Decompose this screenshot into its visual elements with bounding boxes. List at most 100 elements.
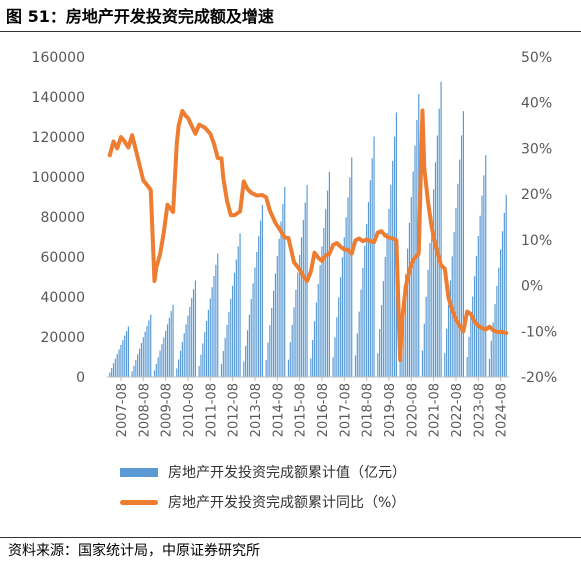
legend-line-label: 房地产开发投资完成额累计同比（%） [168, 495, 406, 511]
bar [265, 359, 267, 377]
bar [191, 298, 193, 377]
bar [356, 333, 358, 377]
bar [343, 237, 345, 377]
bar [338, 297, 340, 377]
right-tick-label: 0% [521, 279, 543, 295]
bar [317, 283, 319, 377]
bar [336, 317, 338, 377]
bar [304, 202, 306, 377]
bar [483, 175, 485, 377]
bar [408, 222, 411, 377]
bar [297, 272, 299, 377]
bar [176, 368, 178, 377]
bar [291, 324, 293, 377]
bar [360, 289, 362, 377]
bar [393, 136, 396, 377]
left-tick-label: 60000 [40, 250, 85, 266]
bar [163, 337, 165, 377]
bar [250, 298, 252, 377]
legend-item-line: 房地产开发投资完成额累计同比（%） [120, 492, 405, 512]
bar [243, 361, 245, 377]
bar [328, 171, 330, 377]
bar [302, 219, 304, 377]
bar [345, 217, 347, 377]
bar [217, 253, 219, 377]
bar [358, 311, 360, 377]
bar [233, 272, 236, 377]
bar [209, 298, 211, 377]
bar [405, 274, 407, 377]
bar [246, 330, 249, 377]
bar [380, 305, 383, 377]
x-tick-label: 2024-08 [495, 383, 510, 437]
bar [503, 212, 505, 377]
bar [434, 162, 437, 377]
bar [200, 354, 202, 377]
bar [347, 197, 349, 377]
bar [267, 342, 269, 377]
bar [351, 157, 353, 377]
bar [159, 350, 161, 377]
bar [211, 287, 213, 377]
bar [278, 238, 280, 377]
right-tick-label: 20% [521, 187, 552, 203]
bar [230, 298, 232, 377]
bar [379, 329, 381, 377]
bar [271, 308, 273, 377]
bar [447, 304, 450, 377]
bar [449, 280, 451, 377]
bar [462, 111, 464, 378]
bar [293, 307, 295, 377]
bar [354, 355, 357, 377]
bar [429, 242, 431, 377]
bar [133, 365, 135, 377]
x-tick-label: 2012-08 [227, 383, 242, 437]
bar [505, 194, 507, 377]
bar [187, 315, 189, 377]
bar [127, 326, 129, 377]
bar [373, 136, 375, 377]
source-note: 资料来源：国家统计局，中原证券研究所 [8, 543, 260, 559]
x-tick-label: 2016-08 [316, 383, 331, 437]
bar [446, 328, 448, 377]
bar [310, 358, 312, 377]
bar [421, 350, 424, 377]
bar [183, 333, 185, 377]
left-tick-label: 160000 [32, 50, 85, 66]
bar [388, 208, 390, 377]
bar [440, 81, 442, 378]
bar [326, 190, 329, 377]
bar [259, 220, 262, 377]
bar [282, 204, 284, 377]
bar [457, 183, 459, 377]
bar [349, 177, 351, 377]
bar [315, 302, 317, 377]
bar [500, 249, 502, 377]
bar [473, 276, 476, 377]
bar [371, 158, 373, 377]
bar [114, 358, 116, 377]
bar [170, 311, 172, 377]
bar [332, 357, 334, 377]
bar [460, 135, 463, 377]
bar [488, 358, 491, 377]
bar [116, 354, 118, 377]
bar [494, 304, 496, 377]
right-tick-label: 50% [521, 50, 552, 66]
x-tick-label: 2009-08 [160, 383, 175, 437]
bar [153, 370, 156, 377]
bar [124, 335, 126, 377]
left-tick-label: 0 [76, 370, 85, 386]
bar [490, 340, 492, 377]
bar [323, 227, 325, 377]
bar [341, 257, 344, 377]
bar [455, 207, 457, 377]
bar [111, 367, 113, 377]
bar [118, 349, 120, 377]
bar [213, 275, 215, 377]
x-tick-label: 2007-08 [115, 383, 130, 437]
bar [444, 353, 446, 377]
bar [220, 364, 223, 377]
legend-bar-label: 房地产开发投资完成额累计值（亿元） [168, 465, 406, 481]
bar [410, 197, 412, 377]
